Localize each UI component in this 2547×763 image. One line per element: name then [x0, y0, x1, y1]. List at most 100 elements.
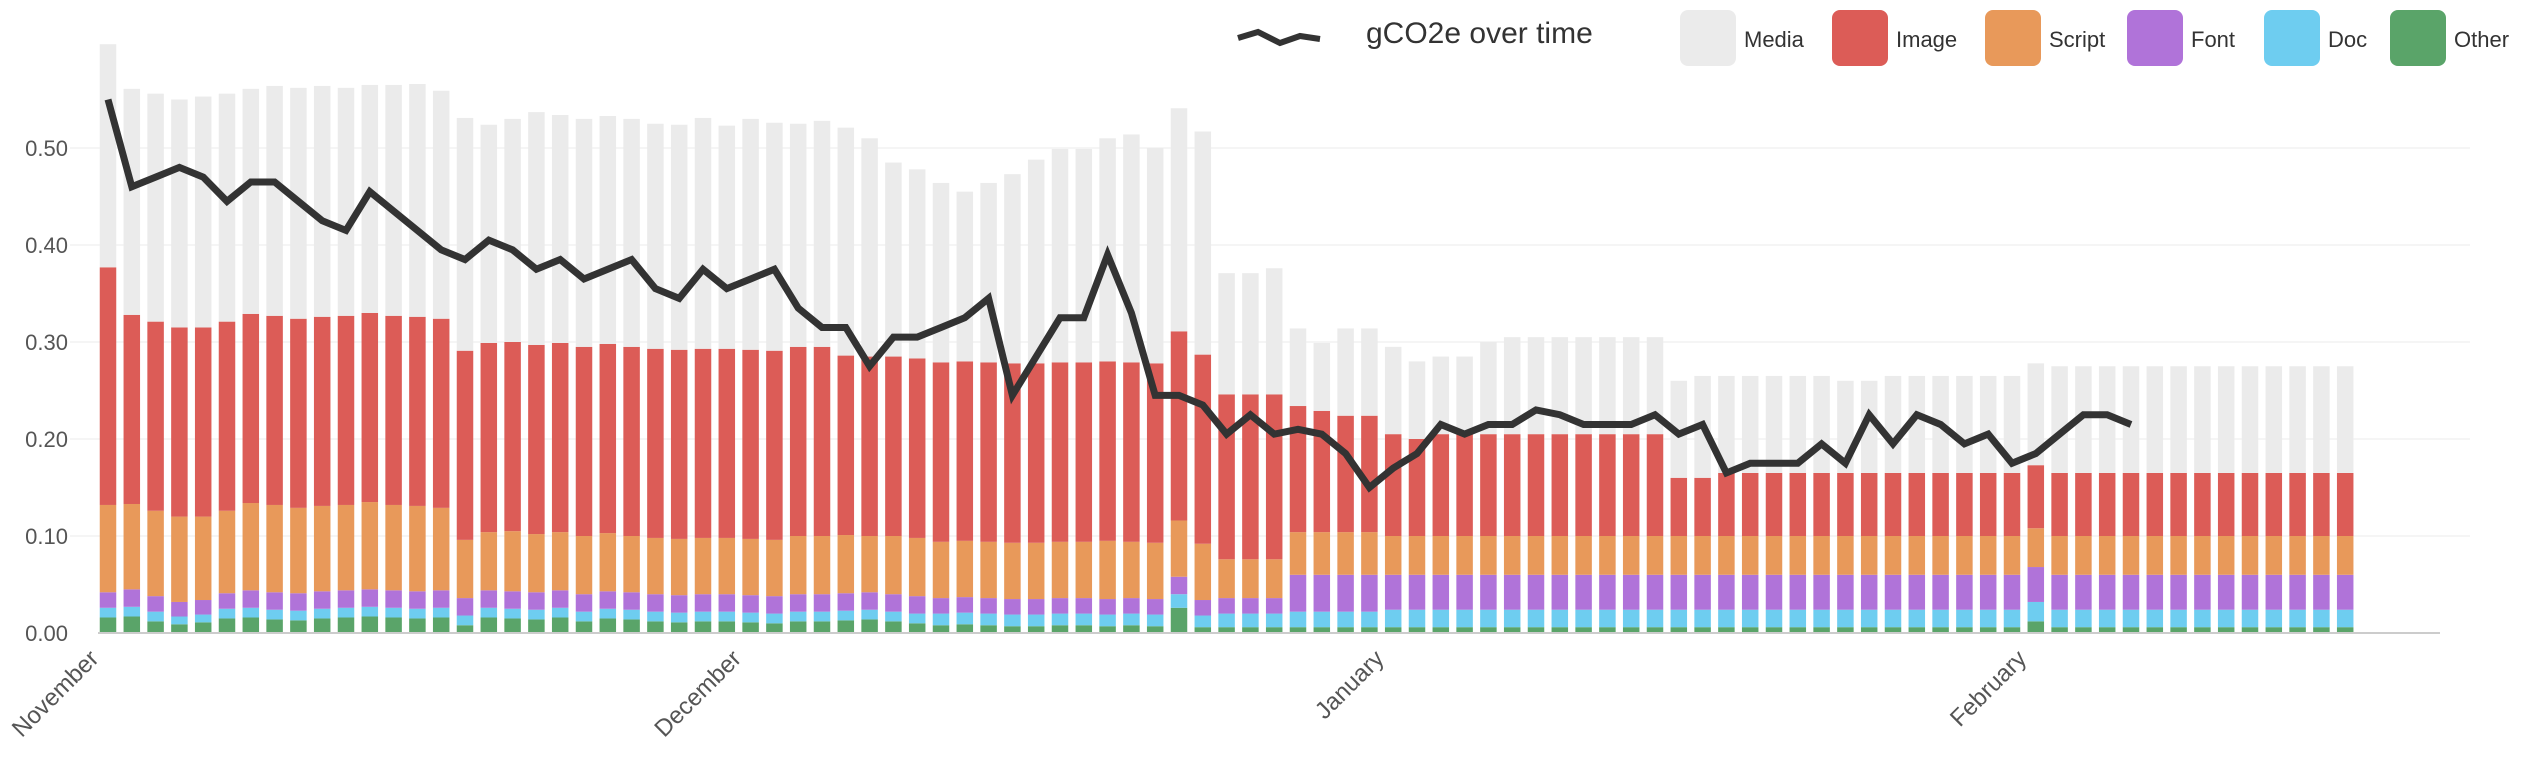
legend-item-media[interactable]: Media: [1680, 10, 1805, 66]
bar-segment-other: [1932, 627, 1949, 633]
bar-segment-image: [2098, 472, 2116, 536]
bar-segment-doc: [1694, 609, 1711, 628]
legend-item-other[interactable]: Other: [2390, 10, 2509, 66]
bar-segment-image: [1218, 394, 1235, 560]
legend-item-font[interactable]: Font: [2127, 10, 2235, 66]
bar-segment-script: [1837, 536, 1854, 575]
bar-segment-script: [2170, 536, 2187, 575]
bar-segment-media: [385, 84, 402, 316]
bar-segment-doc: [599, 608, 617, 619]
bar-segment-image: [694, 348, 712, 538]
bar-segment-other: [194, 622, 212, 633]
bar-segment-image: [1075, 362, 1093, 542]
bar-segment-other: [1218, 627, 1235, 633]
bar-segment-font: [1337, 574, 1354, 612]
bar-segment-script: [123, 503, 141, 590]
bar-segment-other: [1361, 627, 1378, 633]
bar-segment-image: [742, 349, 759, 539]
bar-segment-image: [218, 321, 236, 511]
bar-segment-font: [456, 598, 474, 616]
x-month-label: December: [649, 645, 746, 742]
bar-segment-font: [932, 598, 950, 614]
bar-segment-image: [385, 315, 402, 505]
bar-segment-other: [1694, 627, 1711, 633]
bar-segment-font: [1075, 598, 1093, 614]
bar-segment-other: [1575, 627, 1592, 633]
bar-segment-font: [1908, 574, 1926, 610]
legend-swatch: [1985, 10, 2041, 66]
y-tick-label: 0.20: [25, 427, 68, 452]
bar-segment-other: [1622, 627, 1640, 633]
bar-segment-image: [1765, 472, 1783, 536]
legend-item-image[interactable]: Image: [1832, 10, 1957, 66]
bar-segment-media: [1765, 375, 1783, 473]
bar-segment-font: [361, 589, 379, 607]
bar-segment-doc: [1361, 611, 1378, 628]
bar-segment-media: [1313, 342, 1331, 411]
legend-item-gco2e[interactable]: gCO2e over time: [1237, 17, 1593, 50]
bar-segment-other: [456, 625, 474, 633]
bar-segment-other: [956, 624, 974, 633]
bar-segment-font: [1646, 574, 1664, 610]
bar-segment-font: [242, 590, 260, 608]
bar-segment-doc: [1765, 609, 1783, 628]
bar-segment-other: [670, 622, 688, 633]
bar-segment-font: [266, 592, 283, 610]
bar-segment-font: [837, 593, 855, 611]
bar-segment-doc: [2289, 609, 2306, 628]
legend-swatch: [2264, 10, 2320, 66]
bar-segment-image: [1837, 472, 1854, 536]
bar-segment-media: [2122, 366, 2140, 473]
bar-segment-doc: [1837, 609, 1854, 628]
bar-segment-font: [2075, 574, 2092, 610]
bar-segment-other: [1432, 627, 1450, 633]
bar-segment-doc: [813, 611, 831, 622]
bar-segment-media: [956, 191, 974, 362]
bar-segment-font: [171, 601, 188, 617]
bar-segment-media: [1551, 337, 1569, 435]
bar-segment-image: [361, 312, 379, 503]
bar-segment-media: [1813, 375, 1830, 473]
bar-segment-other: [908, 623, 926, 633]
legend-label: Other: [2454, 27, 2509, 52]
bar-segment-font: [147, 596, 164, 612]
bar-segment-doc: [1718, 609, 1735, 628]
bar-segment-image: [2265, 472, 2283, 536]
bar-segment-script: [2265, 536, 2283, 575]
bar-segment-script: [2122, 536, 2140, 575]
bar-segment-media: [432, 90, 450, 319]
bar-segment-media: [1337, 328, 1354, 416]
bar-segment-media: [1242, 273, 1259, 395]
bar-segment-media: [551, 115, 569, 343]
bar-segment-script: [599, 533, 617, 592]
bar-segment-image: [1242, 394, 1259, 560]
bar-segment-image: [2194, 472, 2211, 536]
bar-segment-script: [1170, 520, 1188, 577]
bar-segment-doc: [171, 616, 188, 625]
bar-segment-doc: [1908, 609, 1926, 628]
bar-segment-image: [1622, 434, 1640, 536]
bar-segment-image: [2003, 472, 2021, 536]
legend[interactable]: gCO2e over time Media Image Script Font Doc Ot…: [1237, 10, 2509, 66]
bar-segment-image: [2122, 472, 2140, 536]
bar-segment-script: [409, 505, 426, 592]
bar-segment-other: [528, 619, 545, 633]
bar-segment-script: [1646, 536, 1664, 575]
bar-segment-image: [1670, 477, 1688, 536]
bar-segment-image: [670, 349, 688, 539]
bar-segment-other: [2194, 627, 2211, 633]
legend-item-script[interactable]: Script: [1985, 10, 2105, 66]
bar-segment-media: [1979, 375, 1997, 473]
bar-segment-doc: [1408, 609, 1426, 628]
bar-segment-other: [1099, 626, 1116, 633]
bar-segment-font: [718, 594, 736, 612]
bar-segment-image: [432, 318, 450, 508]
bar-segment-doc: [385, 607, 402, 618]
bar-segment-other: [742, 622, 759, 633]
bar-segment-other: [1789, 627, 1807, 633]
bar-segment-font: [1956, 574, 1973, 610]
bar-segment-doc: [1646, 609, 1664, 628]
legend-item-doc[interactable]: Doc: [2264, 10, 2367, 66]
bar-segment-image: [2146, 472, 2164, 536]
bar-segment-media: [1860, 380, 1878, 473]
